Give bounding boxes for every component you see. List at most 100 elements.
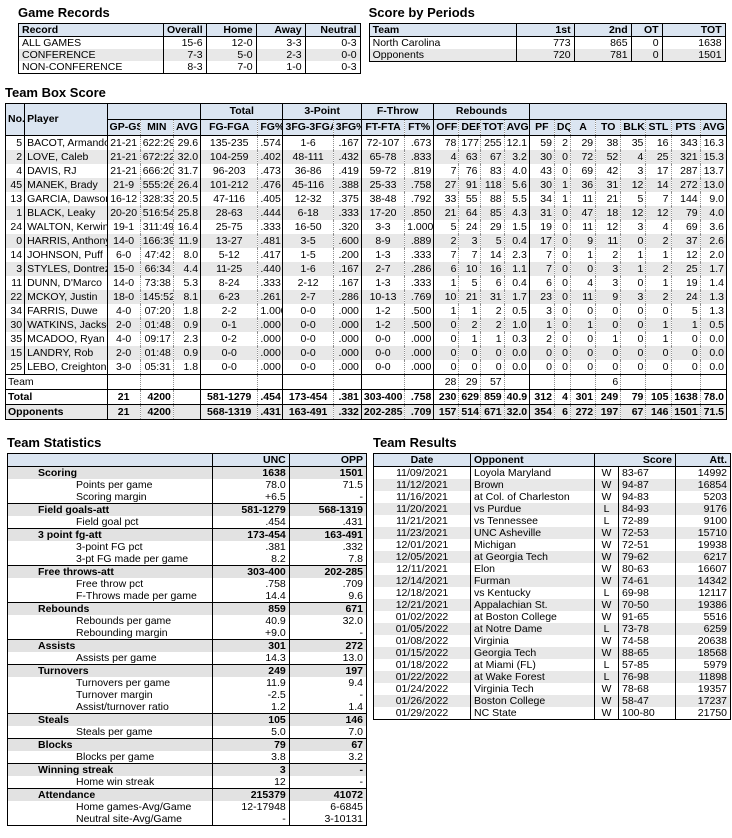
stat-cell: .000 bbox=[332, 332, 362, 346]
stat-cell: 78 bbox=[433, 135, 459, 150]
stat-cell: 7-3 bbox=[163, 49, 207, 61]
column-group-header: Total bbox=[200, 103, 283, 120]
stat-cell: 4-0 bbox=[106, 304, 141, 318]
stat-cell: .286 bbox=[404, 262, 434, 276]
stat-cell: 29 bbox=[479, 220, 505, 234]
stat-cell: 57 bbox=[479, 374, 505, 390]
player-name-cell: WALTON, Kerwin bbox=[24, 220, 108, 234]
opp-value-cell: 9.4 bbox=[288, 677, 367, 689]
player-number-cell: 11 bbox=[11, 277, 23, 289]
column-header: TO bbox=[595, 119, 621, 136]
stat-cell: 2 bbox=[479, 318, 505, 332]
win-loss-cell: W bbox=[594, 611, 619, 623]
score-cell: 74-58 bbox=[618, 635, 676, 647]
stat-cell: 671 bbox=[479, 404, 505, 420]
stat-label-cell: Turnovers bbox=[7, 664, 213, 677]
team-statistics-section: Team Statistics UNC OPP Scoring 1638 1501 Poi… bbox=[7, 435, 367, 826]
stat-cell: 1 bbox=[433, 304, 459, 318]
stat-cell: 0 bbox=[569, 304, 596, 318]
stat-cell bbox=[332, 374, 362, 390]
header-row: Date Opponent Score Att. bbox=[373, 453, 731, 467]
stat-cell: 55 bbox=[458, 192, 481, 206]
stat-cell: 23 bbox=[528, 290, 555, 304]
stat-cell bbox=[106, 374, 141, 390]
column-header: Away bbox=[255, 23, 306, 37]
stat-cell bbox=[670, 374, 701, 390]
stat-cell: 6 bbox=[479, 276, 505, 290]
stat-cell: 14-0 bbox=[106, 276, 141, 290]
stat-cell: .333 bbox=[257, 276, 283, 290]
stat-cell: 0 bbox=[670, 360, 701, 375]
player-name-cell: MANEK, Brady bbox=[24, 178, 108, 192]
category-row: Blocks 79 67 bbox=[7, 738, 367, 751]
stat-cell: 1 bbox=[645, 332, 671, 346]
stat-cell: 25.8 bbox=[172, 206, 201, 220]
player-name-cell: MCKOY, Justin bbox=[24, 290, 108, 304]
stat-label-cell: Rebounding margin bbox=[76, 627, 168, 639]
opponent-cell: at Miami (FL) bbox=[470, 659, 595, 671]
attendance-cell: 14342 bbox=[675, 575, 731, 587]
attendance-cell: 6259 bbox=[675, 623, 731, 635]
stat-cell: 0.9 bbox=[172, 346, 201, 360]
opponent-cell: Boston College bbox=[470, 695, 595, 707]
stat-cell: 1 bbox=[458, 304, 481, 318]
column-header: BLK bbox=[620, 119, 646, 136]
stat-cell: 47 bbox=[569, 206, 596, 220]
column-header: FG-FGA bbox=[200, 119, 258, 136]
column-header: DQ bbox=[553, 119, 571, 136]
stat-cell: .889 bbox=[404, 234, 434, 248]
stat-cell: 13-27 bbox=[200, 234, 258, 248]
team-box-score-table: No. Player Total 3-Point F-Throw Rebounds GP-G… bbox=[5, 103, 727, 420]
win-loss-cell: W bbox=[594, 563, 619, 575]
stat-cell: 34 bbox=[528, 192, 555, 206]
score-by-periods-table: Team 1st 2nd OT TOT North Carolina 773 865 0 1638… bbox=[368, 23, 726, 62]
stat-label-cell: Assist/turnover ratio bbox=[76, 701, 169, 713]
opp-value-cell: .709 bbox=[288, 578, 367, 590]
stat-cell: 3 bbox=[528, 304, 555, 318]
stat-cell: 0 bbox=[595, 318, 621, 332]
stat-cell: 6-18 bbox=[282, 206, 334, 220]
stat-cell: 0 bbox=[620, 318, 646, 332]
stat-cell: 25 bbox=[670, 262, 701, 276]
player-number-cell: 14 bbox=[10, 249, 23, 261]
stat-cell bbox=[172, 389, 201, 405]
result-row: 11/21/2021 vs Tennessee L 72-89 9100 bbox=[374, 515, 731, 527]
stat-cell: 72-107 bbox=[360, 135, 405, 150]
column-header: FG% bbox=[257, 119, 283, 136]
stat-cell: 0 bbox=[620, 360, 646, 375]
column-header bbox=[7, 453, 213, 467]
stat-cell: 0-0 bbox=[282, 304, 334, 318]
stat-row: Rebounding margin +9.0- bbox=[8, 627, 367, 640]
unc-value-cell: 215379 bbox=[211, 788, 290, 801]
opp-value-cell: .431 bbox=[288, 516, 367, 529]
stat-cell: 16-12 bbox=[106, 192, 141, 206]
stat-cell: 27 bbox=[433, 178, 459, 192]
score-cell: 78-68 bbox=[618, 683, 676, 695]
result-row: 01/29/2022 NC State W 100-80 21750 bbox=[374, 707, 731, 720]
stat-cell: .769 bbox=[404, 290, 434, 304]
opp-value-cell: 7.8 bbox=[288, 553, 367, 566]
stat-cell: 11 bbox=[595, 234, 621, 248]
column-header: UNC bbox=[211, 453, 290, 467]
win-loss-cell: W bbox=[594, 527, 619, 539]
stat-cell: 3 bbox=[620, 164, 646, 178]
stat-cell bbox=[503, 374, 530, 390]
stat-cell: 6 bbox=[528, 276, 555, 290]
column-header: Att. bbox=[675, 453, 731, 467]
stat-cell: 33 bbox=[433, 192, 459, 206]
stat-cell: .000 bbox=[404, 332, 434, 346]
stat-cell: 18 bbox=[595, 206, 621, 220]
stat-cell: 354 bbox=[528, 404, 555, 420]
result-row: 01/18/2022 at Miami (FL) L 57-85 5979 bbox=[374, 659, 731, 671]
stat-cell: .381 bbox=[332, 389, 362, 405]
opp-value-cell: 671 bbox=[288, 602, 367, 615]
column-group-header: Rebounds bbox=[433, 103, 530, 120]
stat-cell: 14 bbox=[645, 178, 671, 192]
stat-cell: 0 bbox=[553, 332, 571, 346]
score-by-periods-title: Score by Periods bbox=[368, 5, 475, 20]
date-cell: 01/29/2022 bbox=[395, 707, 449, 719]
stat-cell: 197 bbox=[595, 404, 621, 420]
stat-cell: 16.4 bbox=[172, 220, 201, 234]
stat-cell: 31 bbox=[479, 290, 505, 304]
stat-cell: 2 bbox=[595, 248, 621, 262]
